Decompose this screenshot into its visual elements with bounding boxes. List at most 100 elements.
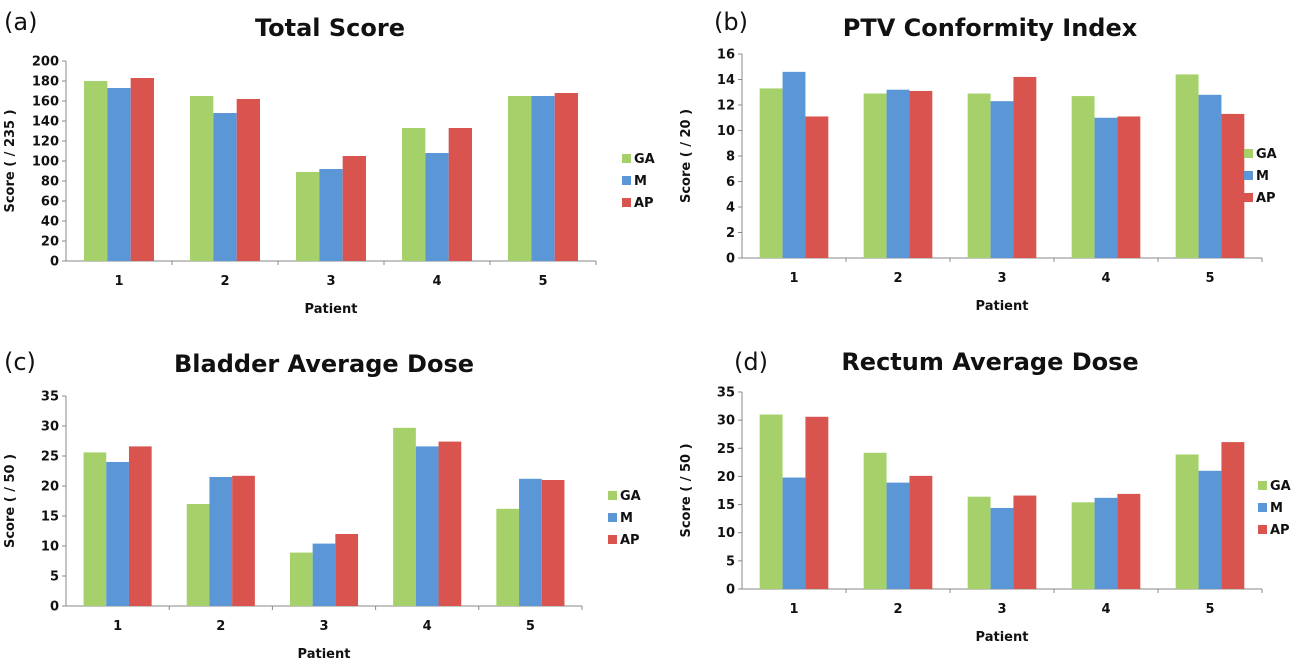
chart0-bar-m-4 xyxy=(425,153,449,261)
chart1-y-tick-label: 6 xyxy=(726,175,735,190)
chart2-bar-m-5 xyxy=(519,478,542,606)
chart1-bar-ga-2 xyxy=(863,93,887,259)
chart0-bar-ap-5 xyxy=(554,93,578,261)
panel-letter-a: (a) xyxy=(4,8,38,36)
chart1-legend-label-m: M xyxy=(1256,169,1269,184)
chart0-y-tick-label: 0 xyxy=(50,255,59,270)
chart2-legend-swatch-ga xyxy=(608,491,617,500)
chart2-y-axis-label: Score ( / 50 ) xyxy=(3,454,18,548)
chart2-y-tick-label: 30 xyxy=(41,420,59,435)
chart1-y-tick-label: 12 xyxy=(717,99,735,114)
chart2-bar-m-2 xyxy=(209,477,233,606)
chart2-bar-ga-2 xyxy=(186,504,210,606)
chart0-y-tick-label: 200 xyxy=(32,55,59,70)
chart1-legend-swatch-ga xyxy=(1244,149,1253,158)
chart3-bar-ap-5 xyxy=(1221,442,1245,589)
chart2-bar-ga-1 xyxy=(83,452,107,606)
chart0-y-tick-label: 140 xyxy=(32,115,59,130)
chart0-bar-ga-1 xyxy=(84,81,108,261)
chart0-bar-ga-3 xyxy=(296,172,320,261)
chart3-y-tick-label: 5 xyxy=(726,554,735,569)
chart2-bar-m-4 xyxy=(415,446,439,606)
chart2-bar-ga-4 xyxy=(393,427,416,606)
chart1-y-tick-label: 10 xyxy=(717,124,735,139)
chart1-x-tick-label: 3 xyxy=(997,271,1006,286)
chart0-x-axis-label: Patient xyxy=(305,302,358,317)
chart0-legend-label-ap: AP xyxy=(634,196,654,211)
chart1-y-tick-label: 14 xyxy=(717,73,735,88)
chart2-bar-ap-1 xyxy=(128,446,152,606)
chart3-legend-swatch-ap xyxy=(1258,525,1267,534)
chart2-legend-swatch-m xyxy=(608,513,617,522)
chart1-bar-ap-1 xyxy=(805,116,829,258)
panel-letter-b: (b) xyxy=(714,8,748,36)
chart3-x-tick-label: 2 xyxy=(893,602,902,617)
chart3-y-tick-label: 15 xyxy=(717,498,735,513)
chart3-y-tick-label: 35 xyxy=(717,386,735,401)
chart2-legend-swatch-ap xyxy=(608,535,617,544)
chart3-y-tick-label: 20 xyxy=(717,470,735,485)
chart2-y-tick-label: 15 xyxy=(41,510,59,525)
chart3-legend-swatch-ga xyxy=(1258,481,1267,490)
chart-title-d: Rectum Average Dose xyxy=(841,348,1139,376)
chart3-bar-ga-3 xyxy=(967,496,991,589)
chart1-y-tick-label: 8 xyxy=(726,150,735,165)
chart1-bar-m-1 xyxy=(782,71,806,258)
chart0-bar-ap-1 xyxy=(130,78,154,261)
chart1-x-tick-label: 2 xyxy=(893,271,902,286)
chart2-legend-label-ga: GA xyxy=(620,489,641,504)
panel-letter-d: (d) xyxy=(734,348,768,376)
chart3-legend-swatch-m xyxy=(1258,503,1267,512)
chart3-bar-m-2 xyxy=(886,482,910,589)
chart2-x-axis-label: Patient xyxy=(298,647,351,662)
chart0-bar-ga-2 xyxy=(190,96,214,261)
chart3-y-tick-label: 0 xyxy=(726,583,735,598)
chart3-bar-m-4 xyxy=(1094,497,1118,589)
chart0-x-tick-label: 5 xyxy=(538,274,547,289)
chart3-y-axis-label: Score ( / 50 ) xyxy=(679,443,694,537)
chart-c: 0 5 10 15 20 25 30 35 1 2 3 4 5 Patient Score ( / 50 )… xyxy=(3,390,641,663)
chart0-legend-label-ga: GA xyxy=(634,152,655,167)
chart2-y-tick-label: 35 xyxy=(41,390,59,405)
chart0-y-axis-label: Score ( / 235 ) xyxy=(3,109,18,212)
chart1-y-tick-label: 16 xyxy=(717,48,735,63)
chart3-legend-label-ap: AP xyxy=(1270,523,1290,538)
chart1-bar-ap-4 xyxy=(1117,116,1141,258)
chart1-bar-m-5 xyxy=(1198,94,1222,258)
chart3-bar-ga-2 xyxy=(863,452,887,589)
chart2-x-tick-label: 2 xyxy=(216,619,225,634)
chart1-bar-m-4 xyxy=(1094,117,1118,258)
chart2-y-tick-label: 5 xyxy=(50,570,59,585)
chart2-x-tick-label: 3 xyxy=(319,619,328,634)
chart0-bar-ap-4 xyxy=(448,128,472,261)
chart1-x-axis-label: Patient xyxy=(976,299,1029,314)
chart3-y-tick-label: 30 xyxy=(717,414,735,429)
chart3-bar-m-1 xyxy=(782,477,806,589)
chart2-y-tick-label: 25 xyxy=(41,450,59,465)
chart2-y-tick-label: 20 xyxy=(41,480,59,495)
chart0-x-tick-label: 3 xyxy=(326,274,335,289)
chart0-y-tick-label: 40 xyxy=(41,215,59,230)
chart0-bar-ap-2 xyxy=(236,99,260,261)
chart-a: 0 20 40 60 80 100 120 140 160 180 200 1 2 3 4 5 Patient S… xyxy=(3,55,655,318)
chart2-y-tick-label: 0 xyxy=(50,600,59,615)
chart3-x-axis-label: Patient xyxy=(976,630,1029,645)
chart2-bar-ga-5 xyxy=(496,508,520,606)
chart2-bar-ap-2 xyxy=(232,475,255,606)
chart1-bar-ga-1 xyxy=(759,88,783,258)
chart1-bar-ga-5 xyxy=(1175,74,1199,259)
chart0-bar-ga-4 xyxy=(402,128,426,261)
chart2-bar-ap-3 xyxy=(335,534,359,606)
chart2-bar-m-1 xyxy=(106,462,129,606)
chart1-bar-m-3 xyxy=(990,101,1014,258)
chart3-x-tick-label: 3 xyxy=(997,602,1006,617)
chart0-bar-m-5 xyxy=(531,96,555,261)
chart1-bar-ap-5 xyxy=(1221,113,1245,258)
chart0-bar-m-3 xyxy=(319,169,343,261)
chart1-legend-swatch-m xyxy=(1244,171,1253,180)
chart3-bar-ap-1 xyxy=(805,416,829,589)
chart3-legend-label-m: M xyxy=(1270,501,1283,516)
chart2-x-tick-label: 4 xyxy=(423,619,432,634)
chart0-y-tick-label: 20 xyxy=(41,235,59,250)
chart0-y-tick-label: 80 xyxy=(41,175,59,190)
